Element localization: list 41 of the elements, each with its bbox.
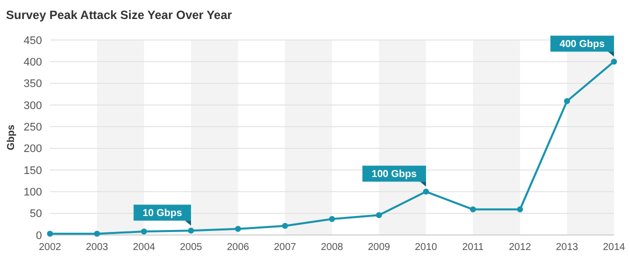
x-tick-label: 2003 (86, 242, 109, 253)
y-tick-label: 200 (24, 143, 42, 156)
y-tick-label: 100 (24, 186, 42, 199)
point (282, 222, 288, 229)
annotation: 100 Gbps (372, 169, 418, 180)
y-tick-label: 0 (36, 230, 42, 242)
point (329, 216, 335, 222)
chart-title: Survey Peak Attack Size Year Over Year (6, 8, 232, 22)
x-tick-label: 2002 (38, 242, 62, 253)
y-tick-label: 250 (24, 122, 42, 134)
point (611, 58, 617, 65)
point (564, 98, 570, 104)
annotation: 10 Gbps (142, 208, 182, 220)
point (517, 206, 523, 212)
x-tick-label: 2007 (274, 242, 297, 253)
y-tick-label: 400 (24, 56, 42, 69)
point (470, 206, 476, 212)
y-tick-label: 50 (30, 208, 42, 220)
x-tick-label: 2011 (462, 242, 484, 253)
x-tick-label: 2008 (320, 242, 344, 253)
x-tick-label: 2012 (508, 242, 532, 253)
x-tick-label: 2009 (368, 242, 391, 253)
annotation: 400 Gbps (560, 39, 606, 50)
point (235, 226, 241, 232)
point (376, 212, 382, 218)
x-tick-label: 2005 (180, 242, 203, 253)
y-tick-label: 350 (24, 78, 42, 90)
point (141, 228, 147, 235)
x-tick-label: 2006 (226, 242, 250, 253)
y-tick-label: 450 (24, 34, 42, 47)
x-tick-label: 2013 (556, 242, 579, 253)
point (47, 230, 53, 237)
x-tick-label: 2010 (414, 242, 438, 253)
y-tick-label: 300 (24, 100, 42, 112)
y-tick-label: 150 (24, 164, 42, 177)
x-tick-label: 2004 (132, 242, 156, 253)
x-tick-label: 2014 (602, 242, 626, 253)
point (188, 228, 194, 234)
point (423, 188, 429, 195)
y-axis-title: Gbps (6, 124, 17, 150)
point (94, 230, 100, 237)
